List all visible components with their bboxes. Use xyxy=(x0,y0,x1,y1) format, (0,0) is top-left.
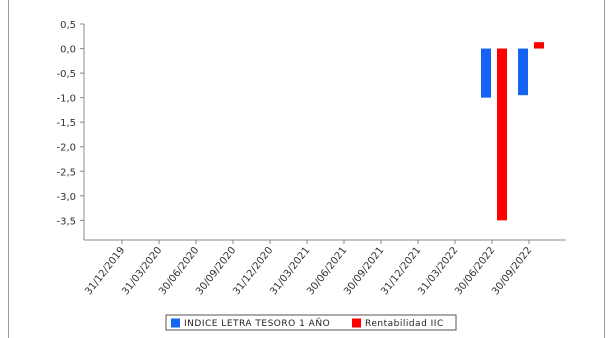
bar-indice xyxy=(518,48,528,96)
x-axis-ticks: 31/12/201931/03/202030/06/202030/09/2020… xyxy=(83,240,534,297)
legend-swatch-indice xyxy=(171,318,180,328)
y-axis-ticks: 0,5 0,0 -0,5 -1,0 -1,5 -2,0 -2,5 -3,0 -3,5 xyxy=(56,20,84,227)
legend-label-indice: INDICE LETRA TESORO 1 AÑO xyxy=(184,318,330,329)
legend-box xyxy=(165,314,457,331)
legend: INDICE LETRA TESORO 1 AÑO Rentabilidad I… xyxy=(165,314,457,331)
y-tick-label: -1,0 xyxy=(56,94,76,105)
y-tick-label: -3,5 xyxy=(56,216,76,227)
bars xyxy=(481,42,544,221)
y-tick-label: -2,5 xyxy=(56,167,76,178)
bar-indice xyxy=(481,48,491,98)
y-tick-label: -3,0 xyxy=(56,192,76,203)
y-tick-label: -1,5 xyxy=(56,118,76,129)
legend-label-rentabilidad: Rentabilidad IIC xyxy=(365,319,444,329)
y-tick-label: -2,0 xyxy=(56,143,76,154)
y-tick-label: -0,5 xyxy=(56,69,76,80)
x-tick-label: 30/09/2022 xyxy=(490,245,534,297)
y-tick-label: 0,5 xyxy=(60,20,76,31)
chart-axes xyxy=(83,24,566,241)
bar-rentabilidad xyxy=(497,48,507,221)
chart-frame xyxy=(8,0,605,338)
y-tick-label: 0,0 xyxy=(60,45,76,56)
bar-rentabilidad xyxy=(534,42,544,49)
legend-swatch-rentabilidad xyxy=(352,318,361,328)
